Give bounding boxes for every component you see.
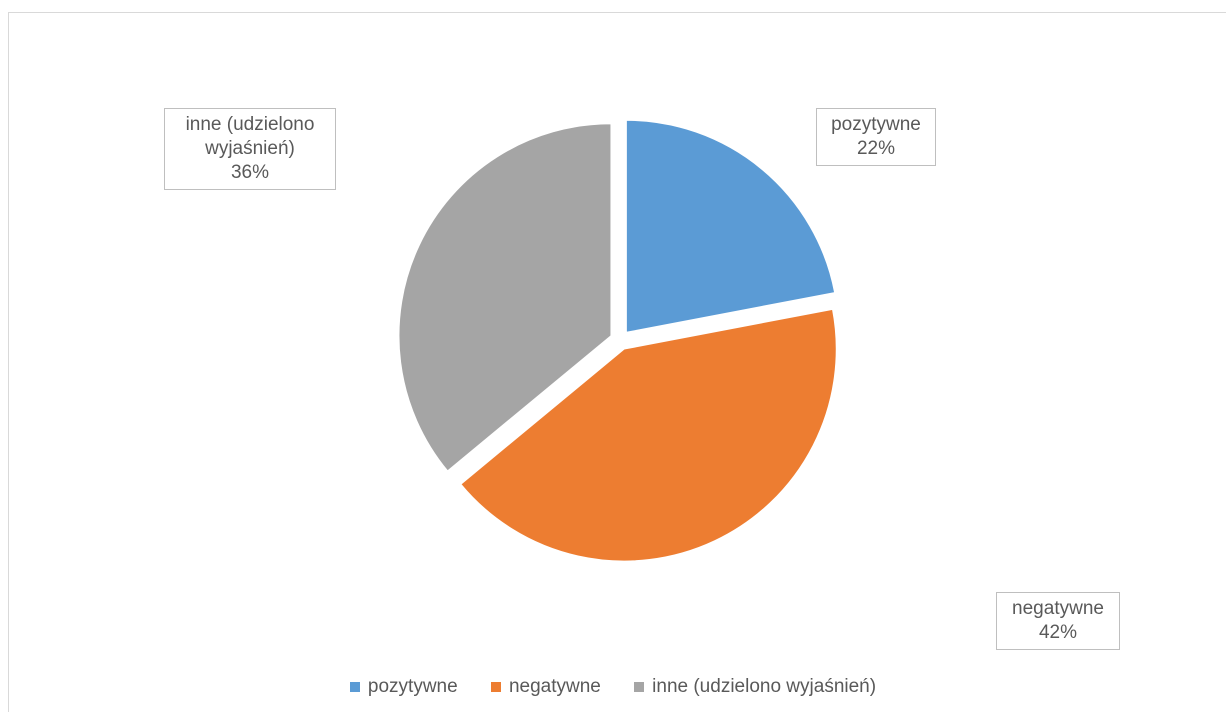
pie-slice-0	[625, 119, 836, 333]
pie-slice-2	[398, 123, 612, 472]
data-label-inne: inne (udzielono wyjaśnień) 36%	[164, 108, 336, 190]
data-label-pozytywne-value: 22%	[856, 138, 896, 159]
data-label-inne-value: 36%	[230, 162, 270, 183]
chart-legend: pozytywne negatywne inne (udzielono wyja…	[0, 676, 1226, 698]
legend-label-inne: inne (udzielono wyjaśnień)	[652, 676, 877, 697]
legend-label-negatywne: negatywne	[508, 676, 601, 697]
data-label-pozytywne: pozytywne 22%	[816, 108, 936, 166]
data-label-negatywne: negatywne 42%	[996, 592, 1120, 650]
data-label-negatywne-name: negatywne	[1012, 598, 1104, 619]
legend-item-inne: inne (udzielono wyjaśnień)	[634, 676, 876, 698]
data-label-negatywne-value: 42%	[1038, 622, 1078, 643]
data-label-pozytywne-name: pozytywne	[831, 114, 921, 135]
legend-swatch-negatywne	[490, 682, 501, 692]
data-label-inne-name: inne (udzielono wyjaśnień)	[185, 114, 315, 159]
legend-label-pozytywne: pozytywne	[367, 676, 458, 697]
legend-item-pozytywne: pozytywne	[349, 676, 458, 698]
chart-area	[8, 12, 1226, 712]
pie-slice-1	[460, 308, 837, 562]
legend-item-negatywne: negatywne	[490, 676, 601, 698]
legend-swatch-inne	[634, 682, 645, 692]
legend-swatch-pozytywne	[349, 682, 360, 692]
